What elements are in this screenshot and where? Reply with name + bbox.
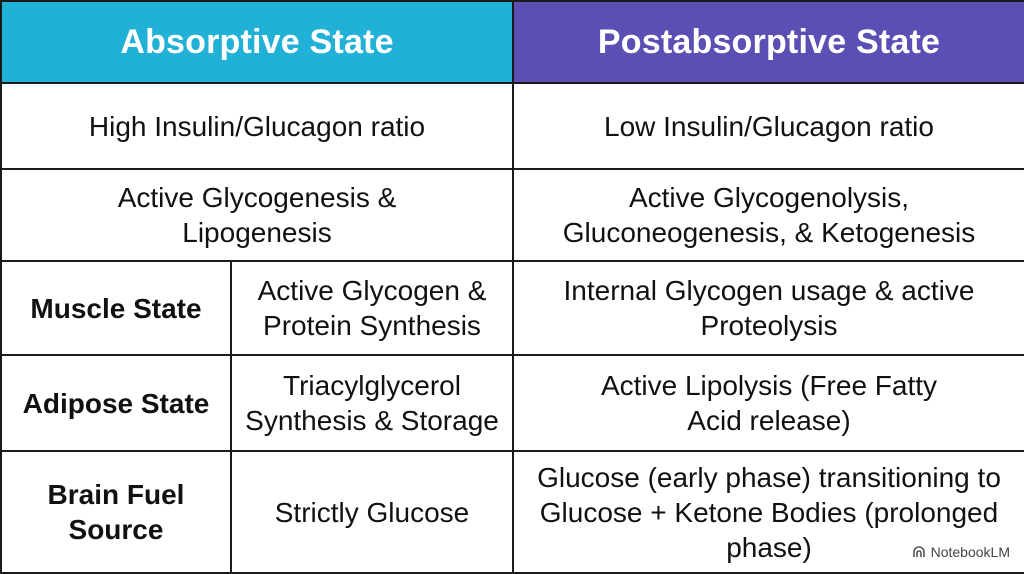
notebooklm-watermark: NotebookLM bbox=[907, 542, 1014, 562]
adipose-postabsorptive-cell: Active Lipolysis (Free Fatty Acid releas… bbox=[512, 354, 1024, 452]
muscle-state-label: Muscle State bbox=[0, 260, 232, 356]
brain-fuel-label-text: Brain Fuel Source bbox=[47, 479, 185, 545]
muscle-postabsorptive-cell: Internal Glycogen usage & active Proteol… bbox=[512, 260, 1024, 356]
liver-absorptive-text: Active Glycogenesis & Lipogenesis bbox=[117, 182, 397, 248]
adipose-state-label: Adipose State bbox=[0, 354, 232, 452]
hormone-absorptive-cell: High Insulin/Glucagon ratio bbox=[0, 82, 514, 170]
absorptive-state-header: Absorptive State bbox=[0, 0, 514, 84]
brain-postabsorptive-text: Glucose (early phase) transitioning to G… bbox=[537, 461, 1001, 563]
table-row-brain: Brain Fuel Source Strictly Glucose Gluco… bbox=[0, 450, 1024, 574]
muscle-postabsorptive-text: Internal Glycogen usage & active Proteol… bbox=[563, 275, 975, 341]
notebooklm-logo-icon bbox=[912, 546, 925, 557]
adipose-absorptive-cell: Triacylglycerol Synthesis & Storage bbox=[230, 354, 514, 452]
muscle-absorptive-cell: Active Glycogen & Protein Synthesis bbox=[230, 260, 514, 356]
hormone-postabsorptive-cell: Low Insulin/Glucagon ratio bbox=[512, 82, 1024, 170]
brain-absorptive-cell: Strictly Glucose bbox=[230, 450, 514, 574]
brain-fuel-label: Brain Fuel Source bbox=[0, 450, 232, 574]
watermark-text: NotebookLM bbox=[930, 544, 1010, 560]
liver-postabsorptive-cell: Active Glycogenolysis, Gluconeogenesis, … bbox=[512, 168, 1024, 262]
adipose-postabsorptive-text: Active Lipolysis (Free Fatty Acid releas… bbox=[600, 370, 938, 436]
header-row: Absorptive State Postabsorptive State bbox=[0, 0, 1024, 84]
liver-postabsorptive-text: Active Glycogenolysis, Gluconeogenesis, … bbox=[562, 182, 976, 248]
postabsorptive-state-header: Postabsorptive State bbox=[512, 0, 1024, 84]
table-row-liver: Active Glycogenesis & Lipogenesis Active… bbox=[0, 168, 1024, 262]
liver-absorptive-cell: Active Glycogenesis & Lipogenesis bbox=[0, 168, 514, 262]
brain-postabsorptive-cell: Glucose (early phase) transitioning to G… bbox=[512, 450, 1024, 574]
table-row-muscle: Muscle State Active Glycogen & Protein S… bbox=[0, 260, 1024, 356]
table-row-hormone: High Insulin/Glucagon ratio Low Insulin/… bbox=[0, 82, 1024, 170]
table-row-adipose: Adipose State Triacylglycerol Synthesis … bbox=[0, 354, 1024, 452]
